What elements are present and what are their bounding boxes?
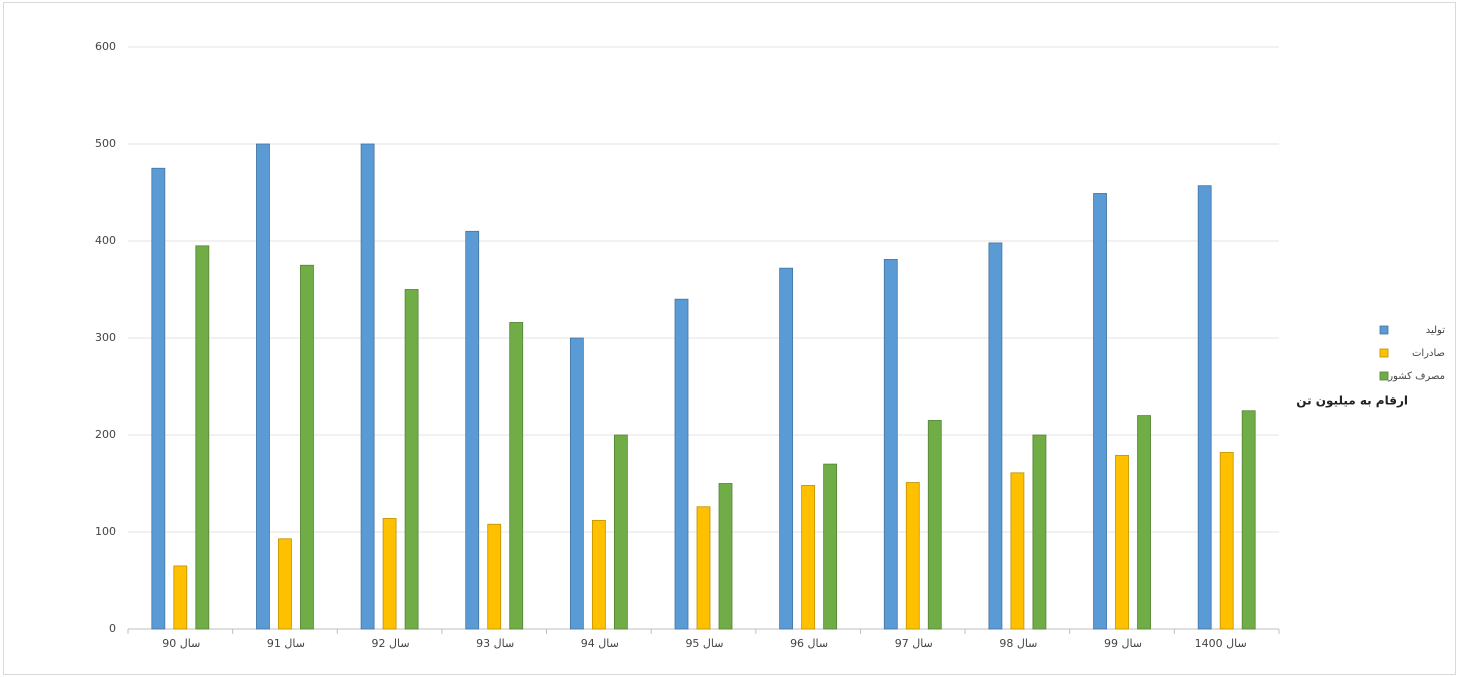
y-tick-label: 100 — [95, 525, 116, 538]
x-tick-label: سال 92 — [372, 637, 410, 650]
bar — [674, 298, 689, 630]
x-tick-label: سال 98 — [999, 637, 1037, 650]
x-tick-label: سال 93 — [476, 637, 514, 650]
legend-label: مصرف کشور — [1387, 371, 1445, 382]
annotation: ارقام به میلیون تن — [1296, 394, 1408, 409]
legend-swatch — [1379, 371, 1389, 381]
bar — [360, 143, 375, 630]
x-tick-label: سال 95 — [685, 637, 723, 650]
bar — [1010, 472, 1025, 630]
bar — [173, 565, 188, 630]
bar — [1032, 434, 1047, 630]
bar — [195, 245, 210, 630]
bar — [278, 538, 292, 630]
bar — [883, 259, 898, 630]
bar — [801, 485, 816, 630]
legend-swatch — [1379, 325, 1389, 335]
y-tick-label: 300 — [95, 331, 116, 344]
bar — [927, 420, 942, 630]
bar — [1219, 452, 1234, 630]
bar — [905, 482, 920, 630]
y-tick-label: 200 — [95, 428, 116, 441]
y-tick-label: 400 — [95, 234, 116, 247]
bar — [300, 264, 314, 630]
x-tick-label: سال 94 — [581, 637, 619, 650]
bar — [718, 483, 733, 630]
bar — [465, 230, 480, 630]
bar — [1115, 454, 1129, 630]
x-tick-label: سال 90 — [162, 637, 200, 650]
x-tick-label: سال 96 — [790, 637, 828, 650]
bar — [1241, 410, 1256, 630]
legend-swatch — [1379, 348, 1389, 358]
x-tick-label: سال 1400 — [1195, 637, 1247, 650]
legend-label: تولید — [1426, 325, 1445, 336]
bar — [1197, 185, 1212, 630]
bar — [509, 322, 524, 630]
bar — [404, 289, 419, 630]
bar — [569, 337, 584, 630]
bar — [487, 523, 502, 630]
bar — [256, 143, 270, 630]
bar — [988, 242, 1003, 630]
bar — [696, 506, 711, 630]
bar — [779, 267, 794, 630]
x-tick-label: سال 99 — [1104, 637, 1142, 650]
y-tick-label: 0 — [109, 622, 116, 635]
bar — [382, 518, 397, 630]
bar — [613, 434, 628, 630]
x-tick-label: سال 97 — [895, 637, 933, 650]
bar — [591, 519, 606, 630]
bar — [1137, 415, 1151, 630]
legend-label: صادرات — [1412, 348, 1445, 359]
bar — [151, 167, 166, 630]
bar — [823, 463, 838, 630]
x-tick-label: سال 91 — [267, 637, 305, 650]
chart-border — [3, 2, 1456, 675]
bar — [1093, 193, 1107, 630]
y-tick-label: 600 — [95, 40, 116, 53]
y-tick-label: 500 — [95, 137, 116, 150]
